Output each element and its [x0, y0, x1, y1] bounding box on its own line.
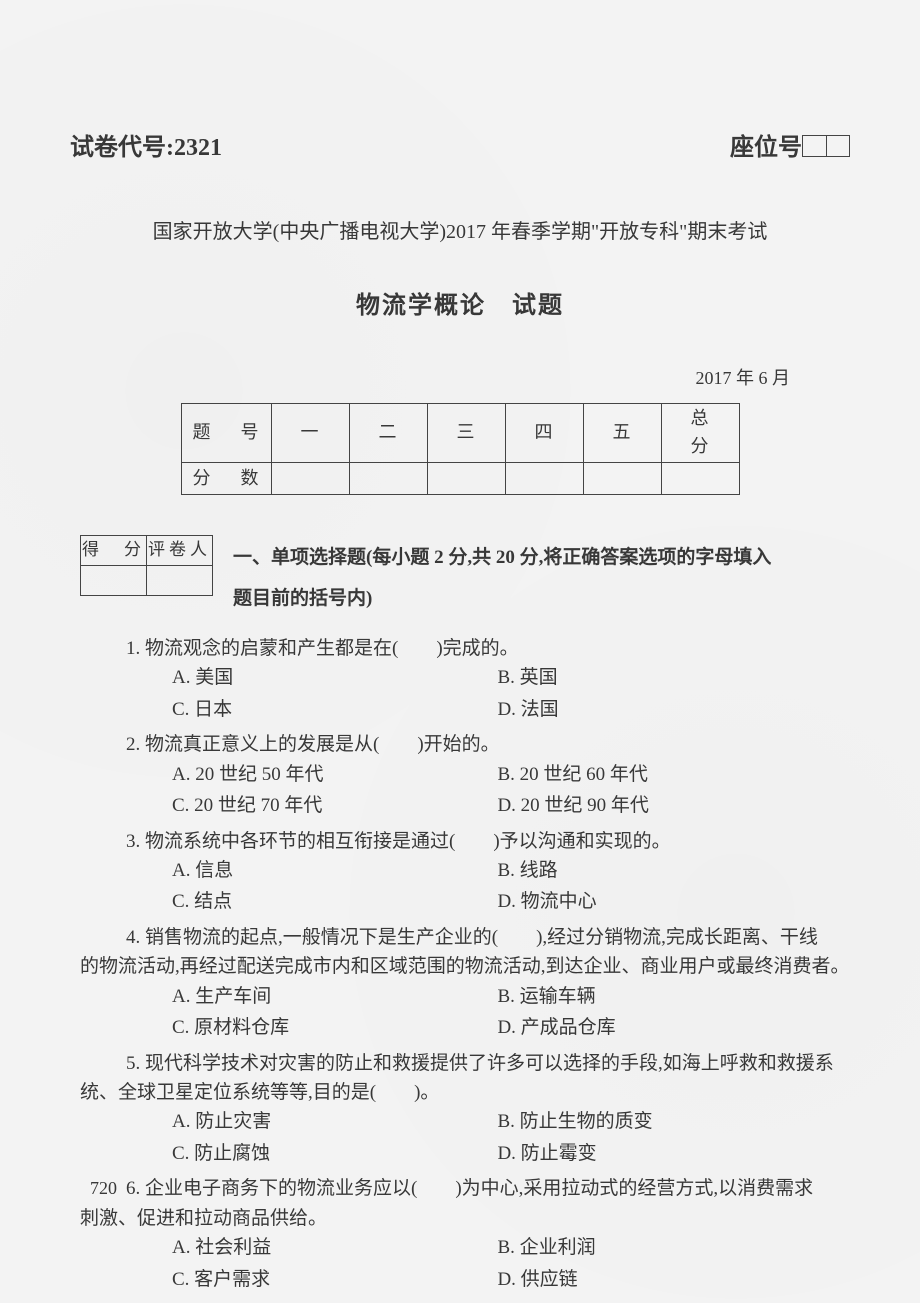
section-line1: 一、单项选择题(每小题 2 分,共 20 分,将正确答案选项的字母填入	[233, 547, 771, 568]
question-3: 3. 物流系统中各环节的相互衔接是通过( )予以沟通和实现的。 A. 信息 B.…	[80, 827, 850, 919]
options: A. 防止灾害 B. 防止生物的质变 C. 防止腐蚀 D. 防止霉变	[172, 1107, 850, 1170]
question-4: 4. 销售物流的起点,一般情况下是生产企业的( ),经过分销物流,完成长距离、干…	[80, 923, 850, 1045]
q-num: 3.	[126, 831, 140, 852]
q-num: 4.	[126, 927, 140, 948]
option-a: A. 生产车间	[172, 982, 497, 1011]
question-5: 5. 现代科学技术对灾害的防止和救援提供了许多可以选择的手段,如海上呼救和救援系…	[80, 1049, 850, 1171]
score-cell	[505, 463, 583, 495]
section-header: 得 分 评卷人 一、单项选择题(每小题 2 分,共 20 分,将正确答案选项的字…	[70, 535, 850, 614]
question-cont: 刺激、促进和拉动商品供给。	[80, 1204, 850, 1233]
question-6: 6. 企业电子商务下的物流业务应以( )为中心,采用拉动式的经营方式,以消费需求…	[80, 1174, 850, 1296]
option-a: A. 社会利益	[172, 1233, 497, 1262]
grader-table: 得 分 评卷人	[80, 535, 213, 596]
option-a: A. 信息	[172, 856, 497, 885]
score-cell	[583, 463, 661, 495]
option-a: A. 美国	[172, 663, 497, 692]
question-cont: 统、全球卫星定位系统等等,目的是( )。	[80, 1078, 850, 1107]
option-a: A. 20 世纪 50 年代	[172, 760, 497, 789]
score-table: 题 号 一 二 三 四 五 总 分 分 数	[181, 403, 740, 495]
option-d: D. 防止霉变	[497, 1139, 822, 1168]
q-text: 物流真正意义上的发展是从( )开始的。	[145, 734, 500, 755]
score-header-row: 题 号 一 二 三 四 五 总 分	[181, 404, 739, 463]
question-1: 1. 物流观念的启蒙和产生都是在( )完成的。 A. 美国 B. 英国 C. 日…	[80, 634, 850, 726]
question-cont: 的物流活动,再经过配送完成市内和区域范围的物流活动,到达企业、商业用户或最终消费…	[80, 952, 850, 981]
option-d: D. 20 世纪 90 年代	[497, 791, 822, 820]
option-d: D. 法国	[497, 695, 822, 724]
q-text: 物流系统中各环节的相互衔接是通过( )予以沟通和实现的。	[145, 831, 671, 852]
q-num: 5.	[126, 1053, 140, 1074]
score-cell: 二	[349, 404, 427, 463]
options: A. 信息 B. 线路 C. 结点 D. 物流中心	[172, 856, 850, 919]
option-d: D. 产成品仓库	[497, 1013, 822, 1042]
page-number: 720	[90, 1175, 117, 1203]
options: A. 美国 B. 英国 C. 日本 D. 法国	[172, 663, 850, 726]
exam-date: 2017 年 6 月	[70, 365, 850, 393]
exam-page: 试卷代号:2321 座位号 国家开放大学(中央广播电视大学)2017 年春季学期…	[0, 0, 920, 1303]
seat-label: 座位号	[730, 135, 802, 161]
score-cell	[427, 463, 505, 495]
option-b: B. 防止生物的质变	[497, 1107, 822, 1136]
q-text: 物流观念的启蒙和产生都是在( )完成的。	[145, 638, 519, 659]
seat-number: 座位号	[730, 130, 850, 167]
option-d: D. 供应链	[497, 1265, 822, 1294]
q-num: 1.	[126, 638, 140, 659]
options: A. 社会利益 B. 企业利润 C. 客户需求 D. 供应链	[172, 1233, 850, 1296]
course-title: 物流学概论 试题	[70, 288, 850, 325]
score-cell: 三	[427, 404, 505, 463]
seat-box	[802, 135, 850, 157]
score-cell: 四	[505, 404, 583, 463]
option-c: C. 客户需求	[172, 1265, 497, 1294]
option-b: B. 线路	[497, 856, 822, 885]
option-c: C. 防止腐蚀	[172, 1139, 497, 1168]
options: A. 生产车间 B. 运输车辆 C. 原材料仓库 D. 产成品仓库	[172, 982, 850, 1045]
option-d: D. 物流中心	[497, 887, 822, 916]
question-2: 2. 物流真正意义上的发展是从( )开始的。 A. 20 世纪 50 年代 B.…	[80, 730, 850, 822]
question-stem: 3. 物流系统中各环节的相互衔接是通过( )予以沟通和实现的。	[126, 827, 850, 856]
options: A. 20 世纪 50 年代 B. 20 世纪 60 年代 C. 20 世纪 7…	[172, 760, 850, 823]
grader-score-label: 得 分	[81, 536, 147, 566]
score-cell: 一	[271, 404, 349, 463]
option-b: B. 20 世纪 60 年代	[497, 760, 822, 789]
option-c: C. 20 世纪 70 年代	[172, 791, 497, 820]
score-cell: 题 号	[181, 404, 271, 463]
score-cell	[661, 463, 739, 495]
question-stem: 1. 物流观念的启蒙和产生都是在( )完成的。	[126, 634, 850, 663]
paper-code-value: 2321	[174, 135, 222, 161]
score-cell	[349, 463, 427, 495]
q-num: 2.	[126, 734, 140, 755]
option-c: C. 结点	[172, 887, 497, 916]
q-num: 6.	[126, 1178, 140, 1199]
score-value-row: 分 数	[181, 463, 739, 495]
header-row: 试卷代号:2321 座位号	[70, 130, 850, 167]
score-cell	[271, 463, 349, 495]
option-c: C. 原材料仓库	[172, 1013, 497, 1042]
score-cell: 总 分	[661, 404, 739, 463]
question-list: 1. 物流观念的启蒙和产生都是在( )完成的。 A. 美国 B. 英国 C. 日…	[70, 634, 850, 1296]
question-stem: 5. 现代科学技术对灾害的防止和救援提供了许多可以选择的手段,如海上呼救和救援系	[126, 1049, 850, 1078]
q-text: 销售物流的起点,一般情况下是生产企业的( ),经过分销物流,完成长距离、干线	[145, 927, 818, 948]
option-c: C. 日本	[172, 695, 497, 724]
grader-name-label: 评卷人	[147, 536, 213, 566]
question-stem: 2. 物流真正意义上的发展是从( )开始的。	[126, 730, 850, 759]
option-b: B. 运输车辆	[497, 982, 822, 1011]
q-text: 企业电子商务下的物流业务应以( )为中心,采用拉动式的经营方式,以消费需求	[145, 1178, 813, 1199]
option-b: B. 企业利润	[497, 1233, 822, 1262]
option-b: B. 英国	[497, 663, 822, 692]
question-stem: 6. 企业电子商务下的物流业务应以( )为中心,采用拉动式的经营方式,以消费需求	[126, 1174, 850, 1203]
option-a: A. 防止灾害	[172, 1107, 497, 1136]
grader-name-cell	[147, 566, 213, 596]
score-cell: 五	[583, 404, 661, 463]
paper-code: 试卷代号:2321	[70, 130, 222, 167]
q-text: 现代科学技术对灾害的防止和救援提供了许多可以选择的手段,如海上呼救和救援系	[145, 1053, 834, 1074]
question-stem: 4. 销售物流的起点,一般情况下是生产企业的( ),经过分销物流,完成长距离、干…	[126, 923, 850, 952]
paper-code-label: 试卷代号:	[70, 135, 174, 161]
grader-score-cell	[81, 566, 147, 596]
score-cell: 分 数	[181, 463, 271, 495]
exam-subtitle: 国家开放大学(中央广播电视大学)2017 年春季学期"开放专科"期末考试	[70, 217, 850, 248]
